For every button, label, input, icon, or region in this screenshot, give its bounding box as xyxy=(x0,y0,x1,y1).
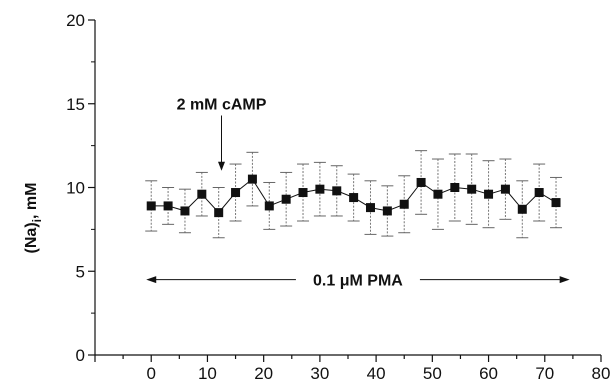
data-point xyxy=(163,201,173,211)
annotations: 2 mM cAMP 0.1 μM PMA xyxy=(146,96,570,290)
x-tick-label: 20 xyxy=(254,364,273,383)
x-tick-label: 10 xyxy=(198,364,217,383)
x-axis: 0 10 20 30 40 50 60 70 80 xyxy=(94,354,611,383)
data-point xyxy=(231,188,241,198)
data-point xyxy=(332,186,342,196)
data-point xyxy=(315,184,325,194)
data-point xyxy=(450,183,460,192)
data-point xyxy=(281,194,291,204)
data-point xyxy=(365,203,375,213)
x-tick-label: 40 xyxy=(367,364,386,383)
data-point xyxy=(433,189,443,199)
data-point xyxy=(247,174,257,184)
camp-arrow-head xyxy=(218,161,225,171)
pma-label: 0.1 μM PMA xyxy=(313,273,403,290)
y-tick-label: 15 xyxy=(66,95,85,114)
x-tick-label: 30 xyxy=(310,364,329,383)
x-tick-label: 0 xyxy=(146,364,155,383)
pma-arrow-left-head xyxy=(146,276,157,284)
data-point xyxy=(264,201,274,211)
data-point xyxy=(197,189,207,199)
data-point xyxy=(551,198,561,208)
y-tick-label: 5 xyxy=(76,262,85,281)
data-point xyxy=(534,188,544,198)
y-axis-label-sub: i xyxy=(30,219,44,222)
y-tick-label: 10 xyxy=(66,179,85,198)
data-point xyxy=(298,188,308,198)
data-point xyxy=(146,201,156,211)
pma-arrow-right-head xyxy=(559,276,570,284)
y-axis-label: (Na)i, mM xyxy=(23,183,44,254)
y-tick-label: 20 xyxy=(66,11,85,30)
x-tick-label: 60 xyxy=(479,364,498,383)
data-point xyxy=(349,193,359,203)
data-markers xyxy=(146,174,561,218)
x-tick-label: 50 xyxy=(423,364,442,383)
data-point xyxy=(214,208,224,218)
data-point xyxy=(416,177,426,187)
y-axis-label-main: (Na) xyxy=(23,222,40,253)
x-tick-label: 80 xyxy=(592,364,611,383)
y-tick-label: 0 xyxy=(76,346,85,365)
data-point xyxy=(484,189,494,199)
data-point xyxy=(500,184,510,194)
y-axis-label-unit: , mM xyxy=(23,183,40,219)
camp-label: 2 mM cAMP xyxy=(177,96,267,113)
data-point xyxy=(467,184,477,194)
x-tick-label: 70 xyxy=(535,364,554,383)
data-point xyxy=(517,204,527,214)
y-axis: 0 5 10 15 20 xyxy=(66,11,96,365)
data-point xyxy=(382,206,392,216)
data-point xyxy=(399,199,409,209)
data-point xyxy=(180,206,190,216)
